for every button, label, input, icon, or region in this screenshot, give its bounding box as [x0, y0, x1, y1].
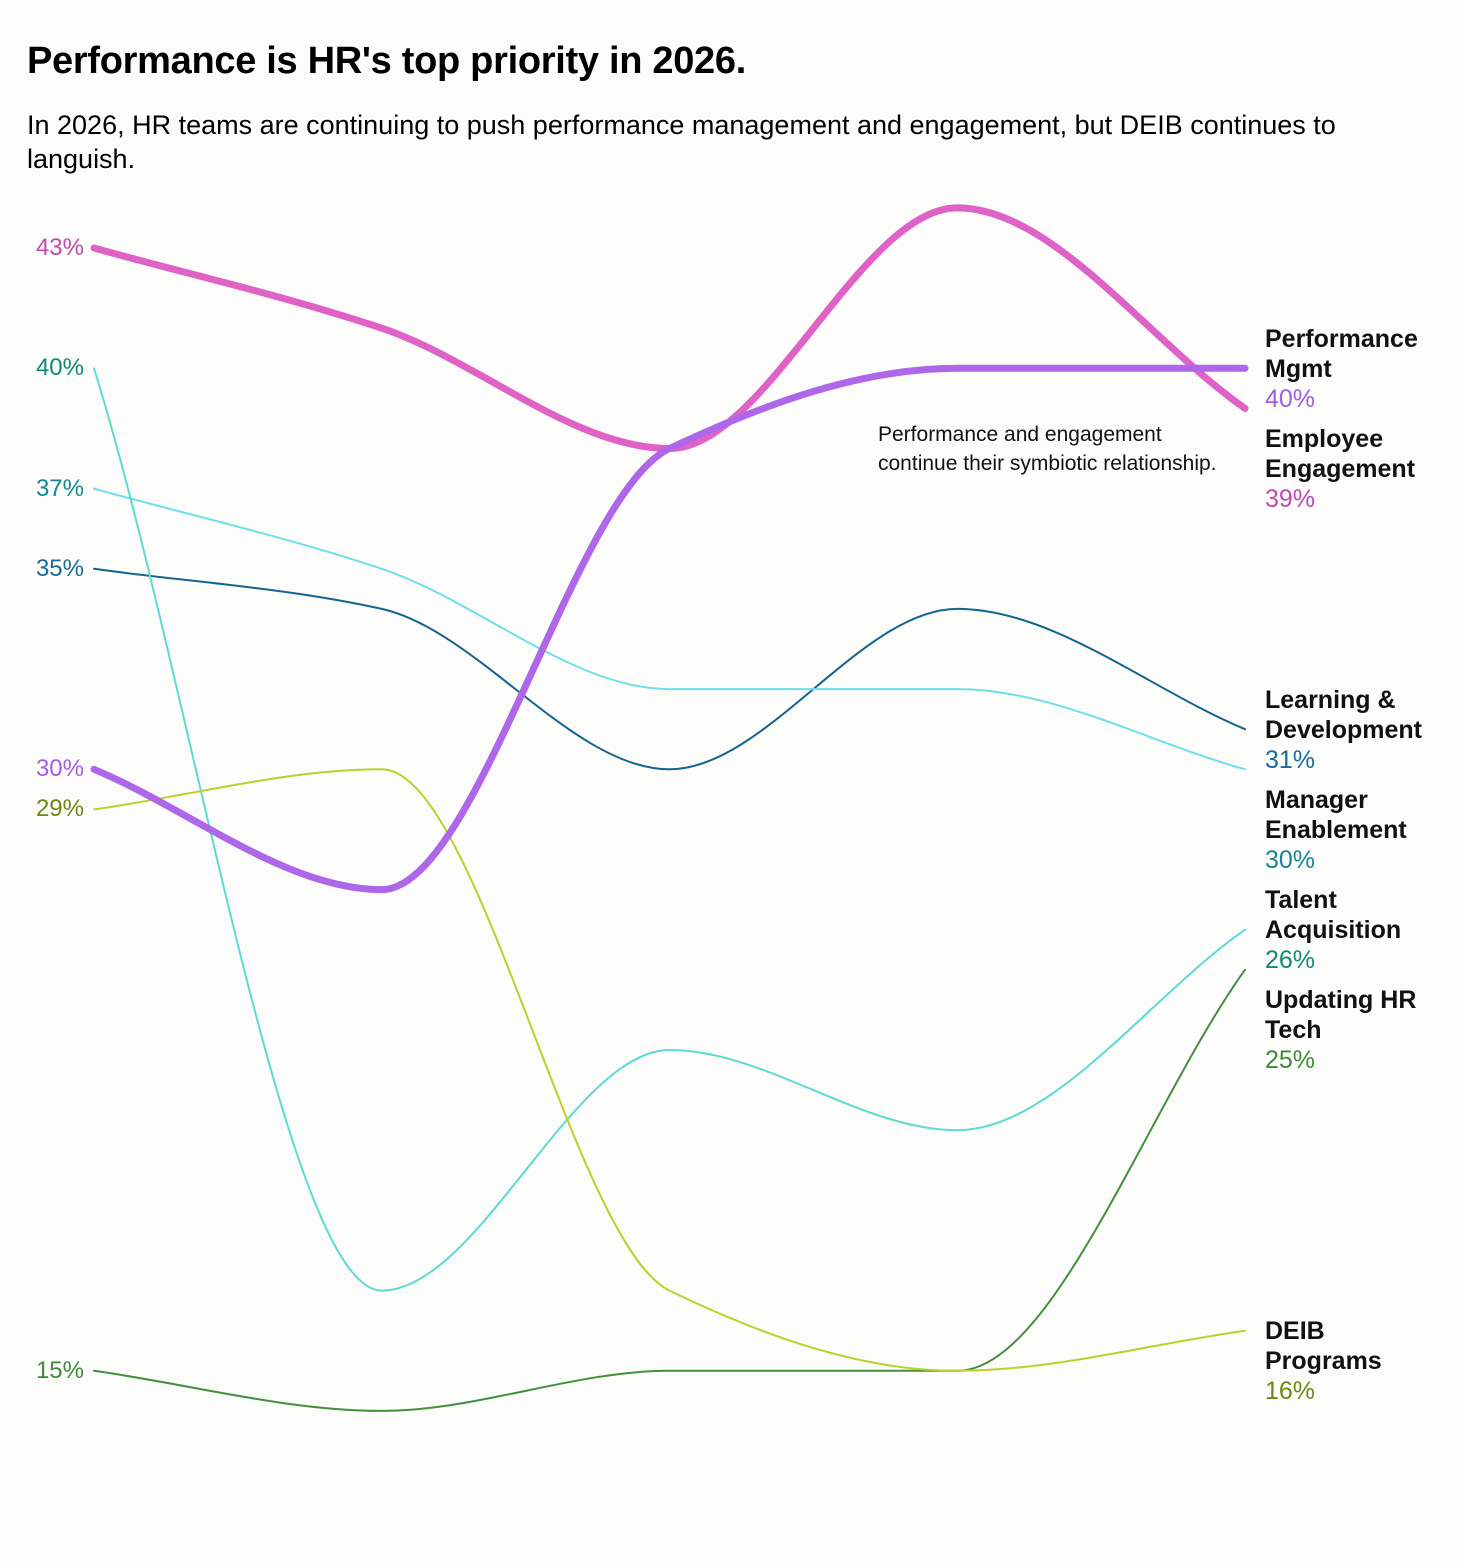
series-name-label: Acquisition: [1265, 916, 1402, 944]
start-value-label-talent-acquisition: 40%: [35, 354, 84, 382]
end-value-label: 30%: [1265, 846, 1316, 874]
series-name-label: Manager: [1265, 786, 1368, 814]
series-name-label: DEIB: [1265, 1317, 1325, 1345]
end-value-label: 39%: [1265, 485, 1316, 513]
series-name-label: Mgmt: [1265, 355, 1332, 383]
end-label-performance-mgmt: Performance Mgmt 40%: [1265, 324, 1464, 414]
end-value-label: 25%: [1265, 1046, 1316, 1074]
chart-title: Performance is HR's top priority in 2026…: [27, 40, 746, 82]
chart-annotation: Performance and engagement continue thei…: [878, 423, 1217, 475]
series-line-deib-programs: [93, 768, 1246, 1372]
series-line-talent-acquisition: [93, 367, 1246, 1292]
start-value-label-performance-mgmt: 30%: [35, 755, 84, 783]
series-name-label: Employee: [1265, 425, 1384, 453]
end-value-label: 16%: [1265, 1377, 1316, 1405]
end-label-manager-enablement: Manager Enablement 30%: [1265, 785, 1464, 875]
start-value-label-updating-hr-tech: 15%: [35, 1356, 84, 1384]
series-name-label: Development: [1265, 716, 1422, 744]
end-label-updating-hr-tech: Updating HR Tech 25%: [1265, 985, 1464, 1075]
start-value-label-employee-engagement: 43%: [35, 234, 84, 261]
end-value-label: 31%: [1265, 746, 1316, 774]
series-name-label: Engagement: [1265, 455, 1416, 483]
start-value-label-learning-and-development: 35%: [35, 554, 84, 582]
series-name-label: Learning &: [1265, 686, 1396, 714]
start-value-label-manager-enablement: 37%: [35, 474, 84, 502]
series-name-label: Talent: [1265, 886, 1337, 914]
end-value-label: 26%: [1265, 946, 1316, 974]
series-name-label: Enablement: [1265, 816, 1407, 844]
chart-subtitle: In 2026, HR teams are continuing to push…: [27, 110, 1336, 174]
series-line-performance-mgmt: [90, 364, 1249, 894]
series-line-manager-enablement: [93, 487, 1246, 771]
series-name-label: Updating HR: [1265, 986, 1417, 1014]
end-label-learning-and-development: Learning & Development 31%: [1265, 685, 1464, 775]
series-line-learning-and-development: [93, 567, 1246, 771]
series-name-label: Performance: [1265, 325, 1418, 353]
end-label-talent-acquisition: Talent Acquisition 26%: [1265, 885, 1464, 975]
series-name-label: Tech: [1265, 1016, 1322, 1044]
start-value-label-deib-programs: 29%: [35, 795, 84, 823]
end-value-label: 40%: [1265, 385, 1316, 413]
end-label-employee-engagement: Employee Engagement 39%: [1265, 424, 1464, 514]
end-label-deib-programs: DEIB Programs 16%: [1265, 1316, 1464, 1406]
series-line-employee-engagement: [90, 204, 1249, 452]
series-name-label: Programs: [1265, 1347, 1382, 1375]
series-line-updating-hr-tech: [93, 968, 1246, 1412]
